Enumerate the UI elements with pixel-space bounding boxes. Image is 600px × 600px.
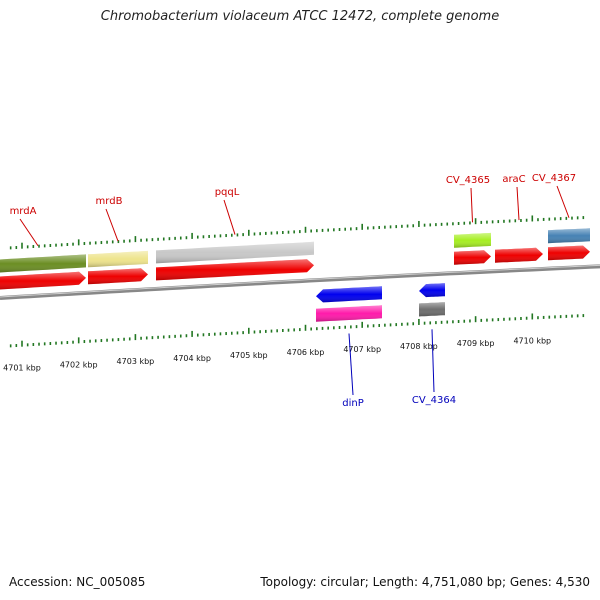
gene-label-mrda: mrdA: [10, 206, 39, 247]
tick-label: 4701 kbp: [3, 364, 41, 373]
cds-arrow-shade: [88, 268, 148, 285]
cds-arrow-shade: [548, 245, 590, 261]
gene-cv-4367[interactable]: [548, 228, 590, 261]
cds-arrow-shade: [495, 247, 543, 263]
tick-label: 4702 kbp: [60, 360, 98, 369]
gene-name: CV_4365: [446, 175, 490, 186]
gene-cv-4364[interactable]: [419, 283, 445, 317]
map-title: Chromobacterium violaceum ATCC 12472, co…: [100, 9, 500, 24]
category-bar-shade: [548, 228, 590, 244]
gene-label-cv-4365: CV_4365: [446, 175, 490, 223]
cds-arrow-shade: [419, 283, 445, 298]
category-bar-shade: [316, 305, 382, 322]
category-bar-shade: [419, 302, 445, 317]
label-leader: [223, 199, 236, 235]
label-leader: [516, 186, 520, 221]
gene-labels: mrdA mrdB pqqL dinP CV_4364 CV_4365 araC CV_436…: [10, 173, 577, 409]
gene-name: mrdA: [10, 206, 37, 217]
genome-backbone: [0, 264, 600, 300]
gene-name: CV_4367: [532, 173, 576, 184]
topology-summary: Topology: circular; Length: 4,751,080 bp…: [260, 575, 590, 589]
gene-label-cv-4367: CV_4367: [532, 173, 576, 218]
gene-label-mrdb: mrdB: [96, 196, 123, 242]
tick-label: 4708 kbp: [400, 342, 438, 351]
backbone-highlight: [0, 264, 600, 298]
label-leader: [431, 329, 435, 393]
gene-pqql[interactable]: [156, 241, 314, 281]
category-bar-shade: [88, 250, 148, 268]
tick-label: 4703 kbp: [117, 357, 155, 366]
gene-mrda[interactable]: [0, 254, 86, 290]
cds-arrow-shade: [156, 259, 314, 281]
gene-name: CV_4364: [412, 395, 456, 406]
cds-arrow-shade: [454, 250, 491, 265]
label-leader: [470, 187, 473, 223]
tick-label: 4710 kbp: [513, 336, 551, 345]
gene-cv-4365[interactable]: [454, 232, 491, 265]
tick-label: 4704 kbp: [173, 354, 211, 363]
label-leader: [105, 208, 119, 242]
category-bar-shade: [156, 241, 314, 264]
gene-name: araC: [502, 174, 525, 185]
label-leader: [19, 218, 39, 247]
category-bar-shade: [0, 254, 86, 273]
category-bar-shade: [454, 232, 491, 248]
cds-arrow-shade: [0, 271, 86, 290]
scale-ticks: 4701 kbp 4702 kbp 4703 kbp 4704 kbp 4705 kbp…: [3, 215, 585, 373]
cds-arrow-shade: [316, 286, 382, 303]
tick-label: 4705 kbp: [230, 351, 268, 360]
backbone-line: [0, 264, 600, 300]
gene-arac[interactable]: [495, 247, 543, 263]
gene-label-arac: araC: [502, 174, 526, 221]
gene-label-dinp: dinP: [342, 333, 364, 409]
label-leader: [556, 185, 570, 218]
label-leader: [348, 333, 354, 396]
gene-label-pqql: pqqL: [215, 187, 240, 235]
accession-text: Accession: NC_005085: [9, 575, 146, 589]
gene-name: mrdB: [96, 196, 123, 207]
gene-name: pqqL: [215, 187, 240, 198]
tick-label: 4707 kbp: [343, 345, 381, 354]
gene-mrdb[interactable]: [88, 250, 148, 285]
gene-features: [0, 228, 590, 322]
gene-name: dinP: [342, 398, 364, 409]
tick-label: 4706 kbp: [287, 348, 325, 357]
gene-label-cv-4364: CV_4364: [412, 329, 456, 406]
tick-label: 4709 kbp: [457, 339, 495, 348]
gene-dinp[interactable]: [316, 286, 382, 322]
